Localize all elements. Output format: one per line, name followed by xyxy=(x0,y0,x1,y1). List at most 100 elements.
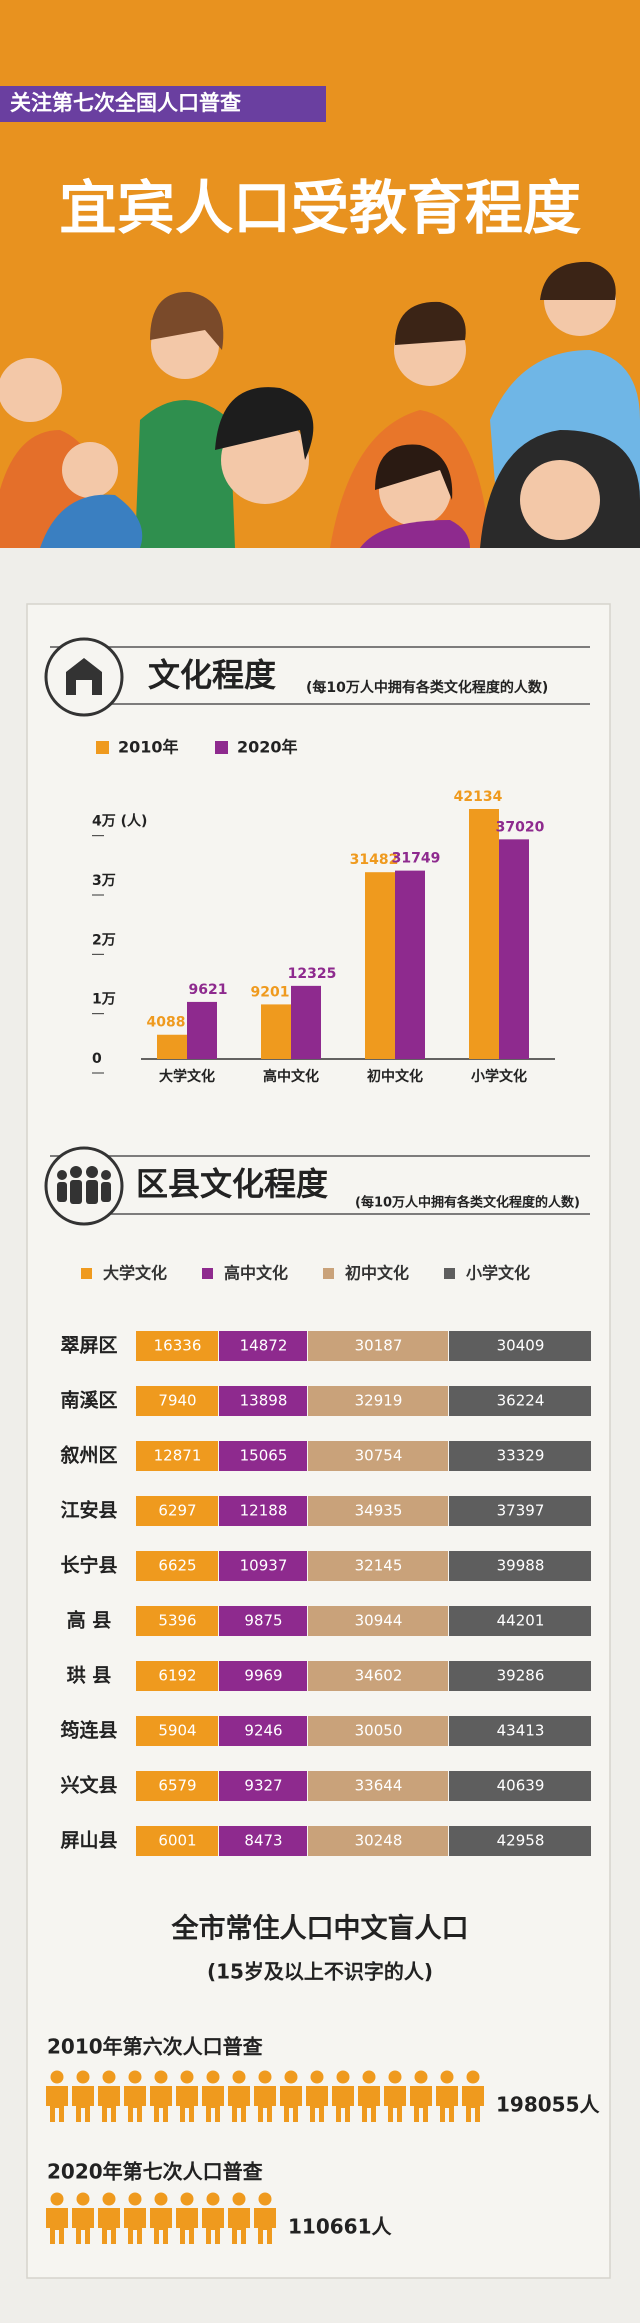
cell-value: 12188 xyxy=(240,1502,288,1520)
person-icon-body xyxy=(98,2086,120,2122)
table-cell xyxy=(449,1551,591,1581)
cell-value: 44201 xyxy=(497,1612,545,1630)
cell-value: 43413 xyxy=(497,1722,545,1740)
value-label: 110661人 xyxy=(288,2215,392,2239)
cell-value: 30754 xyxy=(355,1447,403,1465)
y-tick-label: 1万 xyxy=(92,992,116,1008)
person-icon-head xyxy=(154,2070,168,2084)
cell-value: 6297 xyxy=(158,1502,196,1520)
data-label: 4088 xyxy=(147,1015,186,1031)
cell-value: 42958 xyxy=(497,1832,545,1850)
person-icon-head xyxy=(206,2070,220,2084)
illiteracy-title: 全市常住人口中文盲人口 xyxy=(171,1913,469,1945)
table-cell xyxy=(308,1551,448,1581)
table-cell xyxy=(219,1606,307,1636)
data-label: 12325 xyxy=(288,966,337,982)
legend-swatch xyxy=(215,741,228,754)
value-label: 198055人 xyxy=(496,2093,600,2117)
heading-icon-shape xyxy=(66,658,102,695)
table-cell xyxy=(308,1496,448,1526)
bar xyxy=(469,809,499,1059)
row-label: 兴文县 xyxy=(60,1774,117,1797)
person-icon-body xyxy=(176,2208,198,2244)
person-icon-body xyxy=(228,2086,250,2122)
illustration xyxy=(0,261,640,548)
person-icon-body xyxy=(202,2086,224,2122)
person-icon-head xyxy=(310,2070,324,2084)
row-label: 叙州区 xyxy=(60,1444,117,1467)
person-icon-body xyxy=(124,2086,146,2122)
section-title: 区县文化程度 xyxy=(136,1165,328,1203)
bar xyxy=(395,870,425,1059)
y-tick-label: 2万 xyxy=(92,932,116,948)
heading-icon xyxy=(44,1146,124,1226)
person-icon-body xyxy=(306,2086,328,2122)
table-cell xyxy=(308,1771,448,1801)
legend-swatch xyxy=(323,1268,334,1279)
table-cell xyxy=(136,1551,218,1581)
person-icon-body xyxy=(280,2086,302,2122)
cell-value: 33644 xyxy=(355,1777,403,1795)
cell-value: 39988 xyxy=(497,1557,545,1575)
cell-value: 15065 xyxy=(240,1447,288,1465)
person-icon-body xyxy=(384,2086,406,2122)
cell-value: 34935 xyxy=(355,1502,403,1520)
person-icon-body xyxy=(228,2208,250,2244)
bar xyxy=(157,1034,187,1059)
bar xyxy=(365,872,395,1059)
row-label: 2010年第六次人口普查 xyxy=(47,2035,263,2059)
person-icon-head xyxy=(466,2070,480,2084)
person-icon-head xyxy=(362,2070,376,2084)
table-cell xyxy=(136,1771,218,1801)
person-icon-head xyxy=(258,2070,272,2084)
person-icon-body xyxy=(254,2208,276,2244)
person-icon-head xyxy=(180,2192,194,2206)
cell-value: 6001 xyxy=(158,1832,196,1850)
cell-value: 12871 xyxy=(154,1447,202,1465)
cell-value: 6625 xyxy=(158,1557,196,1575)
bar xyxy=(261,1004,291,1059)
table-cell xyxy=(136,1826,218,1856)
tag-background xyxy=(0,86,326,122)
table-cell xyxy=(136,1716,218,1746)
person-icon-head xyxy=(258,2192,272,2206)
illiteracy-subtitle: (15岁及以上不识字的人) xyxy=(207,1960,433,1984)
data-label: 31749 xyxy=(392,851,441,867)
person-icon-head xyxy=(336,2070,350,2084)
cell-value: 9327 xyxy=(244,1777,282,1795)
row-label: 2020年第七次人口普查 xyxy=(47,2160,263,2184)
table-cell xyxy=(449,1826,591,1856)
cell-value: 32145 xyxy=(355,1557,403,1575)
person-icon-body xyxy=(410,2086,432,2122)
person-icon-body xyxy=(46,2086,68,2122)
legend-label: 初中文化 xyxy=(345,1264,409,1283)
table-cell xyxy=(219,1331,307,1361)
person-icon-head xyxy=(102,2070,116,2084)
cell-value: 30944 xyxy=(355,1612,403,1630)
table-cell xyxy=(449,1386,591,1416)
table-cell xyxy=(219,1661,307,1691)
person-icon-head xyxy=(232,2192,246,2206)
cell-value: 40639 xyxy=(497,1777,545,1795)
table-cell xyxy=(449,1331,591,1361)
table-cell xyxy=(449,1441,591,1471)
person-icon-body xyxy=(72,2208,94,2244)
data-label: 31482 xyxy=(350,852,399,868)
table-cell xyxy=(449,1716,591,1746)
header-title: 宜宾人口受教育程度 xyxy=(59,174,581,242)
person-icon-body xyxy=(358,2086,380,2122)
cell-value: 9875 xyxy=(244,1612,282,1630)
legend-swatch xyxy=(96,741,109,754)
cell-value: 6579 xyxy=(158,1777,196,1795)
icon-row xyxy=(46,2070,484,2122)
cell-value: 10937 xyxy=(240,1557,288,1575)
cell-value: 9246 xyxy=(244,1722,282,1740)
cell-value: 30050 xyxy=(355,1722,403,1740)
data-label: 9201 xyxy=(251,984,290,1000)
row-label: 筠连县 xyxy=(60,1719,117,1742)
bar xyxy=(187,1001,217,1059)
person-icon-body xyxy=(46,2208,68,2244)
cell-value: 6192 xyxy=(158,1667,196,1685)
person-icon-head xyxy=(154,2192,168,2206)
row-label: 江安县 xyxy=(60,1499,117,1522)
